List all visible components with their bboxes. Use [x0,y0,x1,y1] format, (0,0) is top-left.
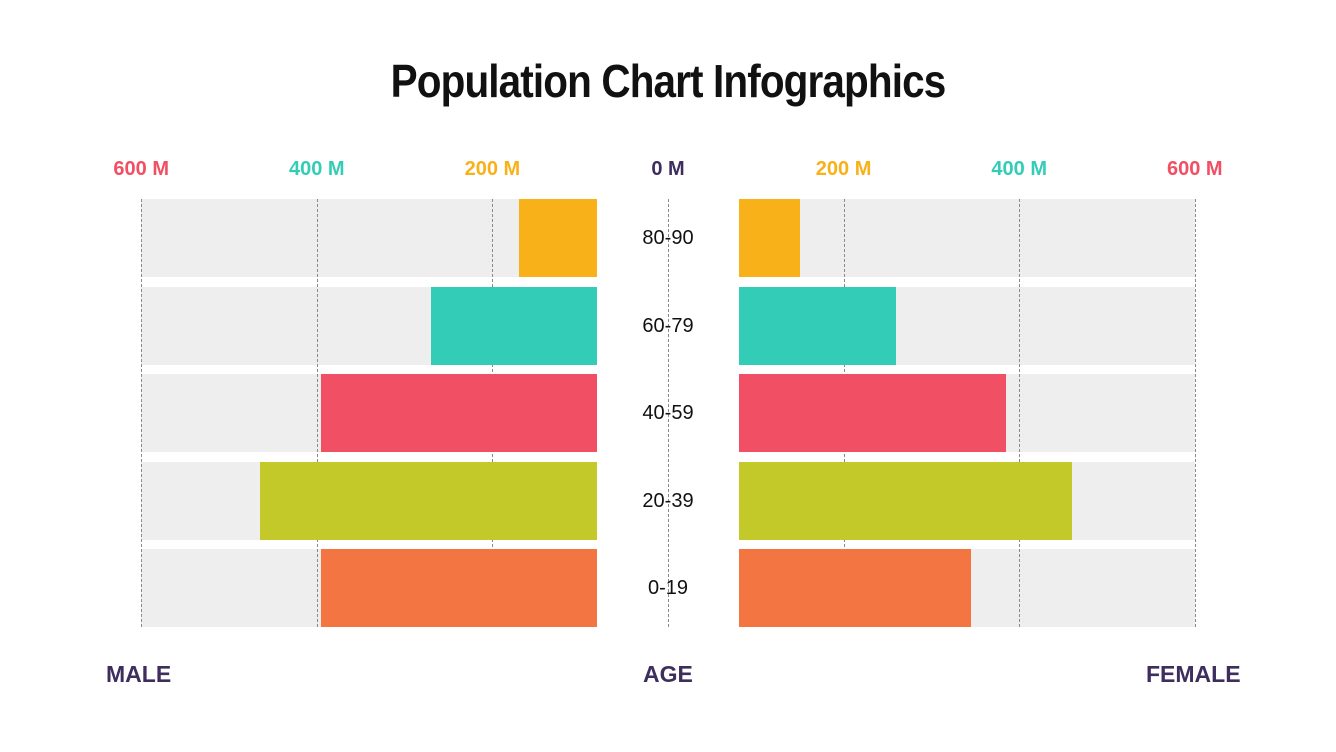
tick-label: 400 M [991,158,1047,180]
female-bar [739,199,800,277]
tick-label: 200 M [464,158,521,180]
female-bar [739,286,897,365]
female-bar [739,374,1007,452]
age-group-label: 20-39 [642,489,694,512]
tick-label: 400 M [289,158,345,180]
age-group-label: 0-19 [647,577,689,599]
gridline [316,199,318,627]
male-bar [430,286,597,365]
gridline [1019,199,1021,627]
age-label: AGE [643,661,693,687]
gridline [668,199,669,627]
female-label: FEMALE [1146,661,1241,687]
female-bar [739,549,971,627]
male-bar [321,374,597,452]
tick-label: 600 M [1167,158,1223,180]
gridline [1194,199,1196,627]
chart-title: Population Chart Infographics [390,55,947,107]
male-label: MALE [106,661,172,687]
tick-label: 200 M [815,158,872,180]
age-group-label: 40-59 [642,402,694,424]
gridline [141,199,143,627]
male-bar [259,461,597,540]
panel-bg-female [739,199,1195,277]
tick-label: 0 M [651,158,685,180]
tick-label: 600 M [113,158,169,180]
male-bar [518,199,597,277]
age-group-label: 60-79 [642,314,694,337]
male-bar [321,549,597,627]
age-group-label: 80-90 [642,227,694,249]
female-bar [739,461,1072,540]
